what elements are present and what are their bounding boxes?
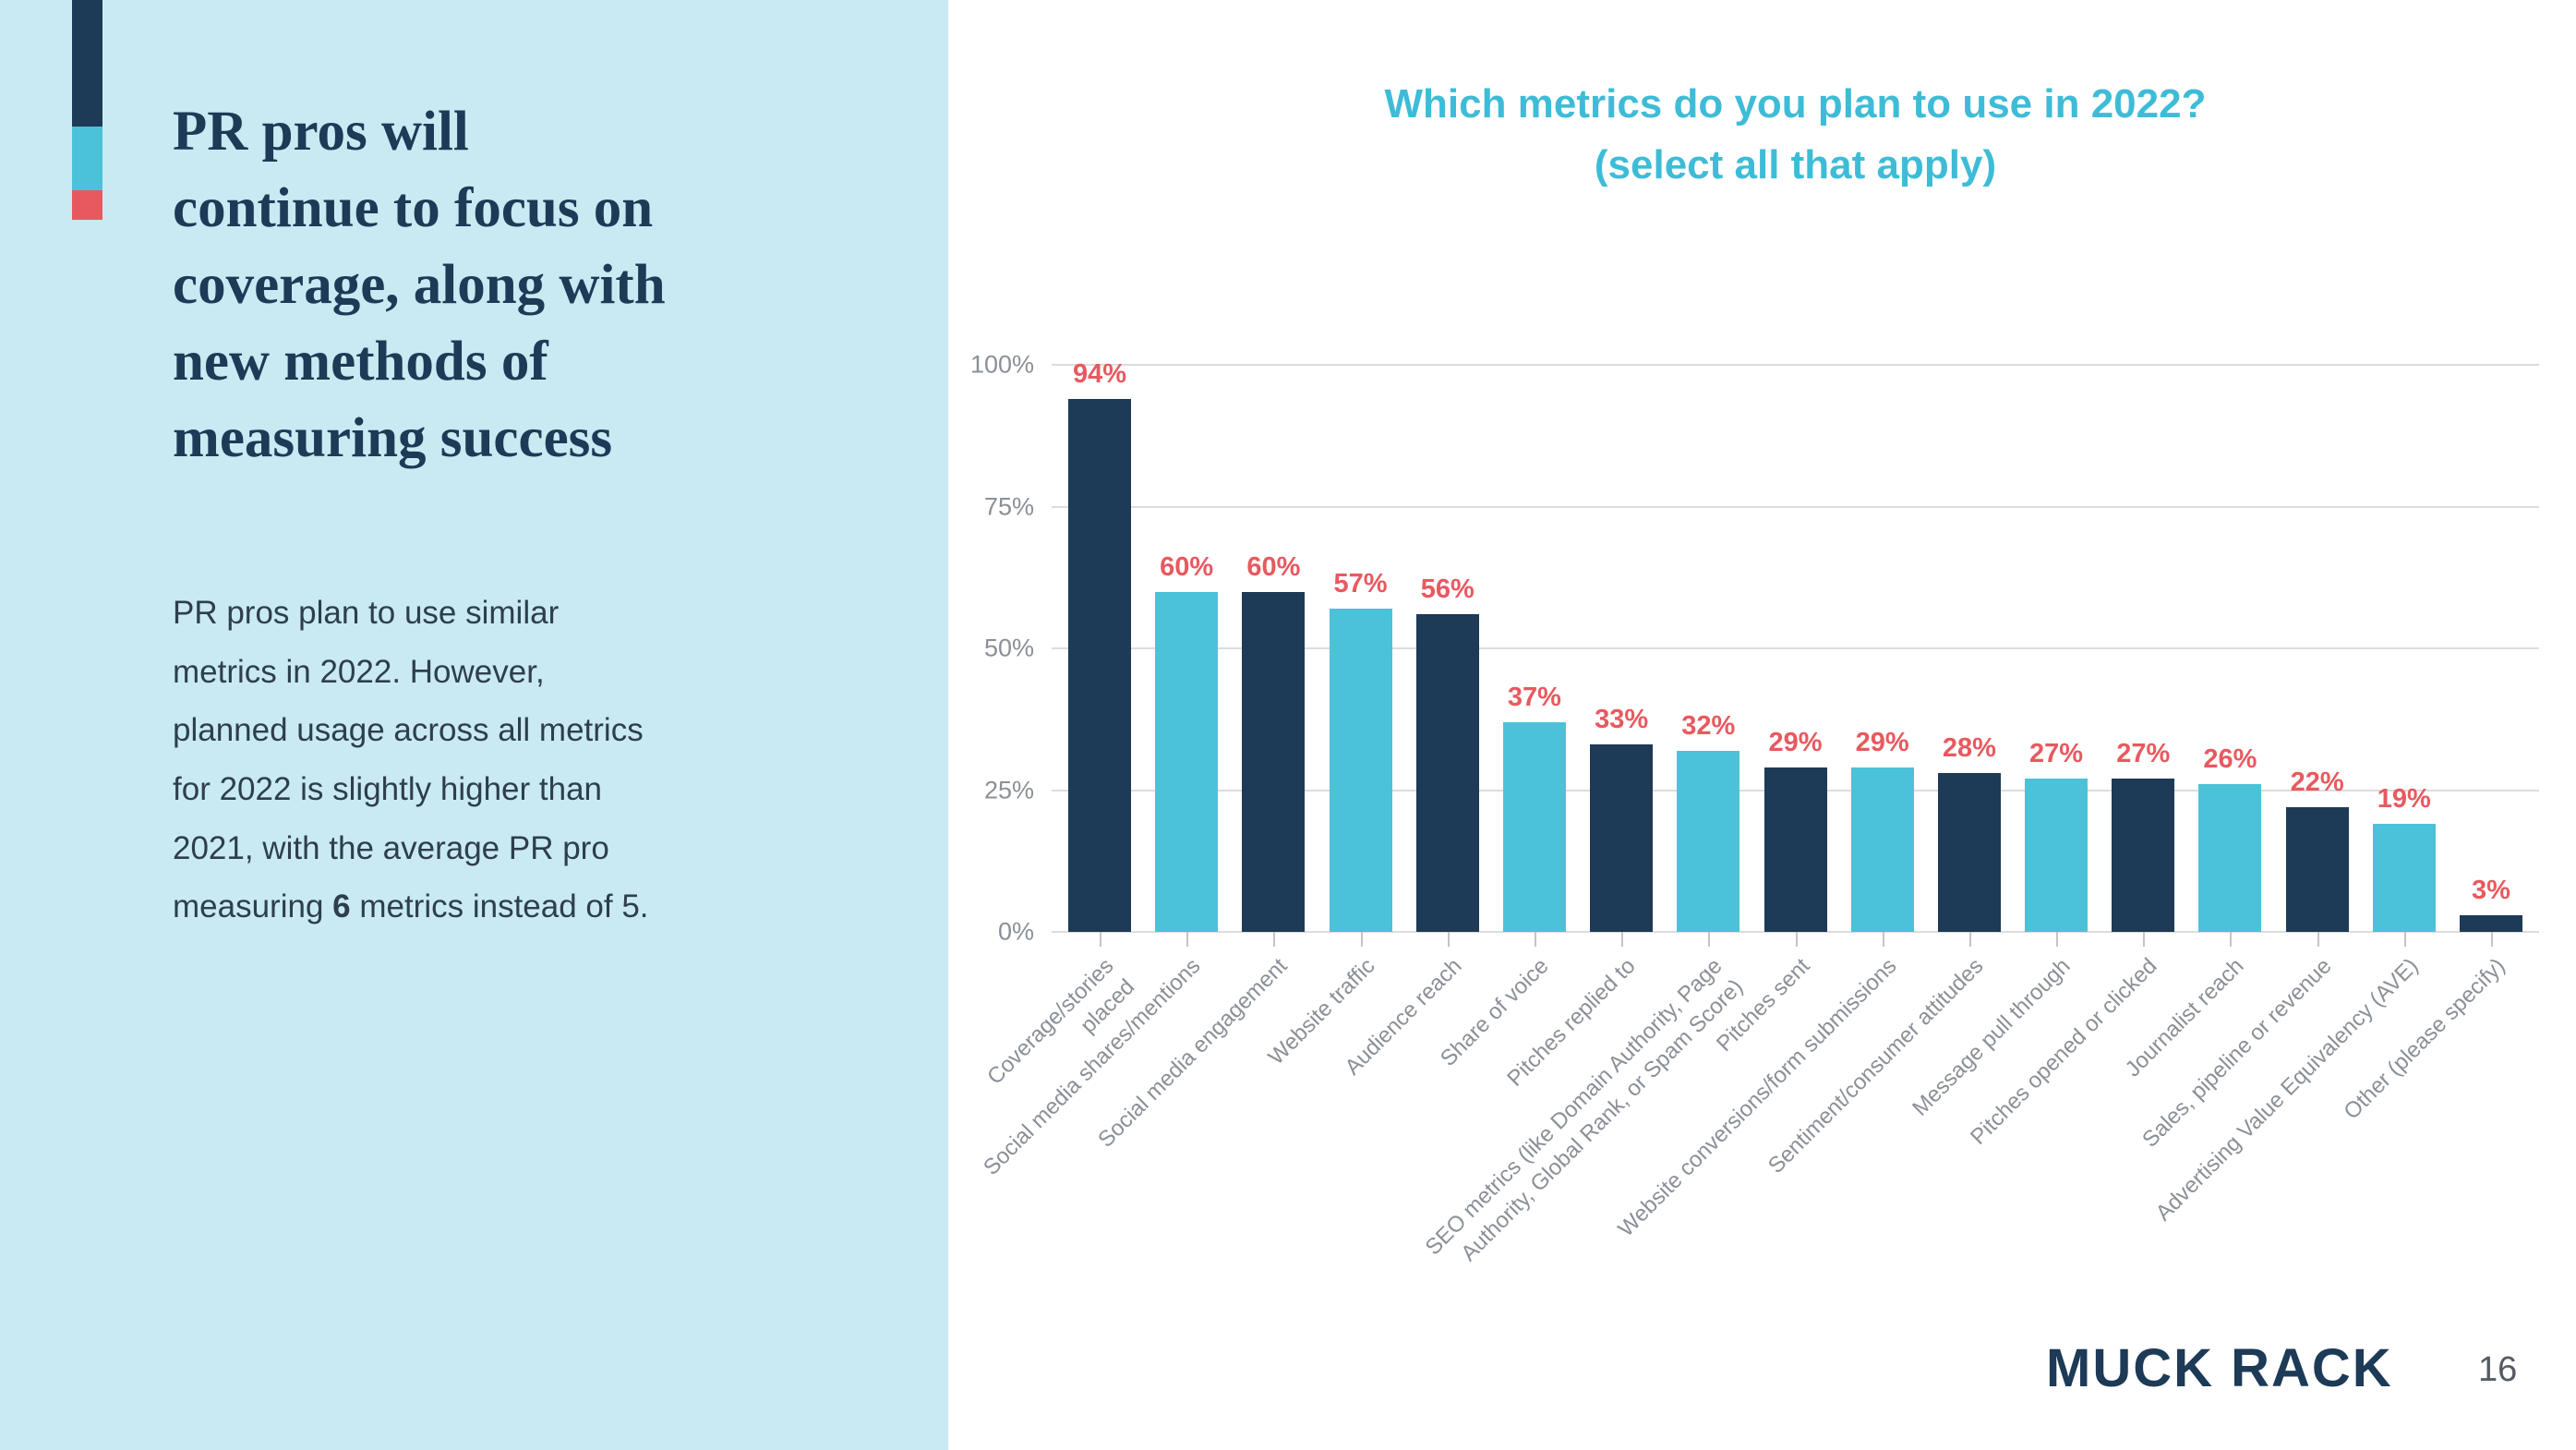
y-tick-label: 100%	[969, 350, 1034, 379]
accent-teal-segment	[72, 127, 102, 190]
accent-coral-segment	[72, 190, 102, 220]
bar-value-label: 57%	[1333, 569, 1388, 599]
bar-value-label: 33%	[1595, 705, 1649, 735]
axis-tick	[1882, 932, 1884, 947]
bar-value-label: 22%	[2290, 767, 2344, 797]
bar-value-label: 60%	[1246, 551, 1301, 582]
x-axis-label: Other (please specify)	[2339, 953, 2510, 1125]
y-axis-labels: 0% 25% 50% 75% 100%	[914, 351, 1034, 946]
bar-value-label: 94%	[1072, 358, 1127, 389]
bar	[2198, 784, 2262, 932]
bar	[1850, 767, 1914, 932]
bar-value-label: 56%	[1420, 574, 1475, 605]
axis-tick	[1360, 932, 1363, 947]
body-line: PR pros plan to use similar	[173, 595, 560, 631]
heading-line: PR pros will	[173, 101, 469, 163]
bar	[1937, 773, 2001, 932]
axis-tick	[2317, 932, 2319, 947]
bar-value-label: 27%	[2116, 739, 2171, 769]
axis-tick	[1273, 932, 1276, 947]
bar	[2025, 779, 2088, 932]
heading-line: continue to focus on	[173, 176, 654, 239]
x-axis-label: Journalist reach	[2121, 953, 2249, 1082]
chart-title-line1: Which metrics do you plan to use in 2022…	[1384, 81, 2207, 127]
axis-tick	[1621, 932, 1624, 947]
x-axis-label: Sales, pipeline or revenue	[2137, 953, 2337, 1153]
bar	[1068, 398, 1131, 932]
body-bold-number: 6	[332, 888, 351, 925]
axis-tick	[1708, 932, 1711, 947]
heading-line: coverage, along with	[173, 253, 666, 316]
accent-stripe	[72, 0, 102, 220]
bar	[1502, 721, 1566, 932]
body-line: planned usage across all metrics	[173, 712, 644, 749]
bar-value-label: 29%	[1855, 727, 1909, 757]
body-last-line: measuring 6 metrics instead of 5.	[173, 877, 874, 936]
bar	[1677, 750, 1740, 932]
bar-value-label: 19%	[2377, 784, 2431, 815]
x-axis-label: Sentiment/consumer attitudes	[1763, 953, 1989, 1179]
gridline	[1052, 505, 2539, 508]
y-tick-label: 50%	[983, 634, 1034, 662]
y-tick-label: 0%	[997, 917, 1034, 946]
plot-area: 94% 60% 60% 57% 56% 37% 33% 32% 29% 29% 28% 27% 27% 2…	[1052, 359, 2539, 947]
bar-value-label: 3%	[2472, 875, 2510, 905]
body-line: metrics in 2022. However,	[173, 653, 545, 690]
x-axis-label: Website traffic	[1263, 953, 1380, 1070]
bar	[2372, 824, 2436, 932]
bar-value-label: 28%	[1942, 733, 1996, 764]
bar-value-label: 26%	[2203, 744, 2257, 775]
axis-tick	[1534, 932, 1536, 947]
slide-body-text: PR pros plan to use similar metrics in 2…	[173, 584, 874, 936]
page-number: 16	[2478, 1350, 2518, 1389]
y-tick-label: 25%	[983, 776, 1034, 804]
chart-title-line2: (select all that apply)	[1594, 142, 1997, 187]
muck-rack-logo: MUCK RACK	[2046, 1338, 2393, 1398]
bar	[1590, 744, 1654, 932]
bar-value-label: 32%	[1681, 710, 1736, 741]
axis-tick	[1795, 932, 1798, 947]
x-axis-label: Pitches opened or clicked	[1966, 953, 2162, 1150]
axis-tick	[2230, 932, 2233, 947]
heading-line: new methods of	[173, 330, 548, 393]
bar	[2460, 914, 2522, 932]
slide-heading: PR pros will continue to focus on covera…	[173, 94, 911, 477]
bar-value-label: 29%	[1768, 727, 1823, 757]
bar	[1242, 591, 1306, 932]
body-line: 2021, with the average PR pro	[173, 829, 609, 866]
bar	[1155, 591, 1219, 932]
axis-tick	[2056, 932, 2059, 947]
chart-title: Which metrics do you plan to use in 2022…	[1052, 74, 2539, 196]
bar-value-label: 27%	[2029, 739, 2084, 769]
axis-tick	[1100, 932, 1101, 947]
axis-tick	[2491, 932, 2493, 947]
gridline	[1052, 647, 2539, 649]
left-panel: PR pros will continue to focus on covera…	[0, 0, 948, 1450]
axis-tick	[2143, 932, 2146, 947]
bar	[1329, 609, 1392, 932]
bar-value-label: 60%	[1160, 551, 1214, 582]
bar-value-label: 37%	[1507, 682, 1561, 712]
body-last-line-before: measuring	[173, 888, 333, 925]
gridline	[1052, 364, 2539, 366]
axis-tick	[1968, 932, 1971, 947]
x-axis-label: Pitches sent	[1711, 953, 1815, 1057]
heading-line: measuring success	[173, 406, 613, 469]
axis-tick	[1447, 932, 1450, 947]
x-axis-label: Share of voice	[1435, 953, 1554, 1071]
axis-tick	[2403, 932, 2406, 947]
body-line: for 2022 is slightly higher than	[173, 771, 602, 808]
bar	[2112, 779, 2175, 932]
bar	[1415, 614, 1479, 932]
bar	[2285, 806, 2349, 932]
x-axis-label: Advertising Value Equivalency (AVE)	[2150, 953, 2424, 1226]
axis-tick	[1186, 932, 1189, 947]
y-tick-label: 75%	[983, 492, 1034, 520]
accent-navy-segment	[72, 0, 102, 127]
bar	[1763, 767, 1827, 932]
body-last-line-after: metrics instead of 5.	[350, 888, 649, 925]
